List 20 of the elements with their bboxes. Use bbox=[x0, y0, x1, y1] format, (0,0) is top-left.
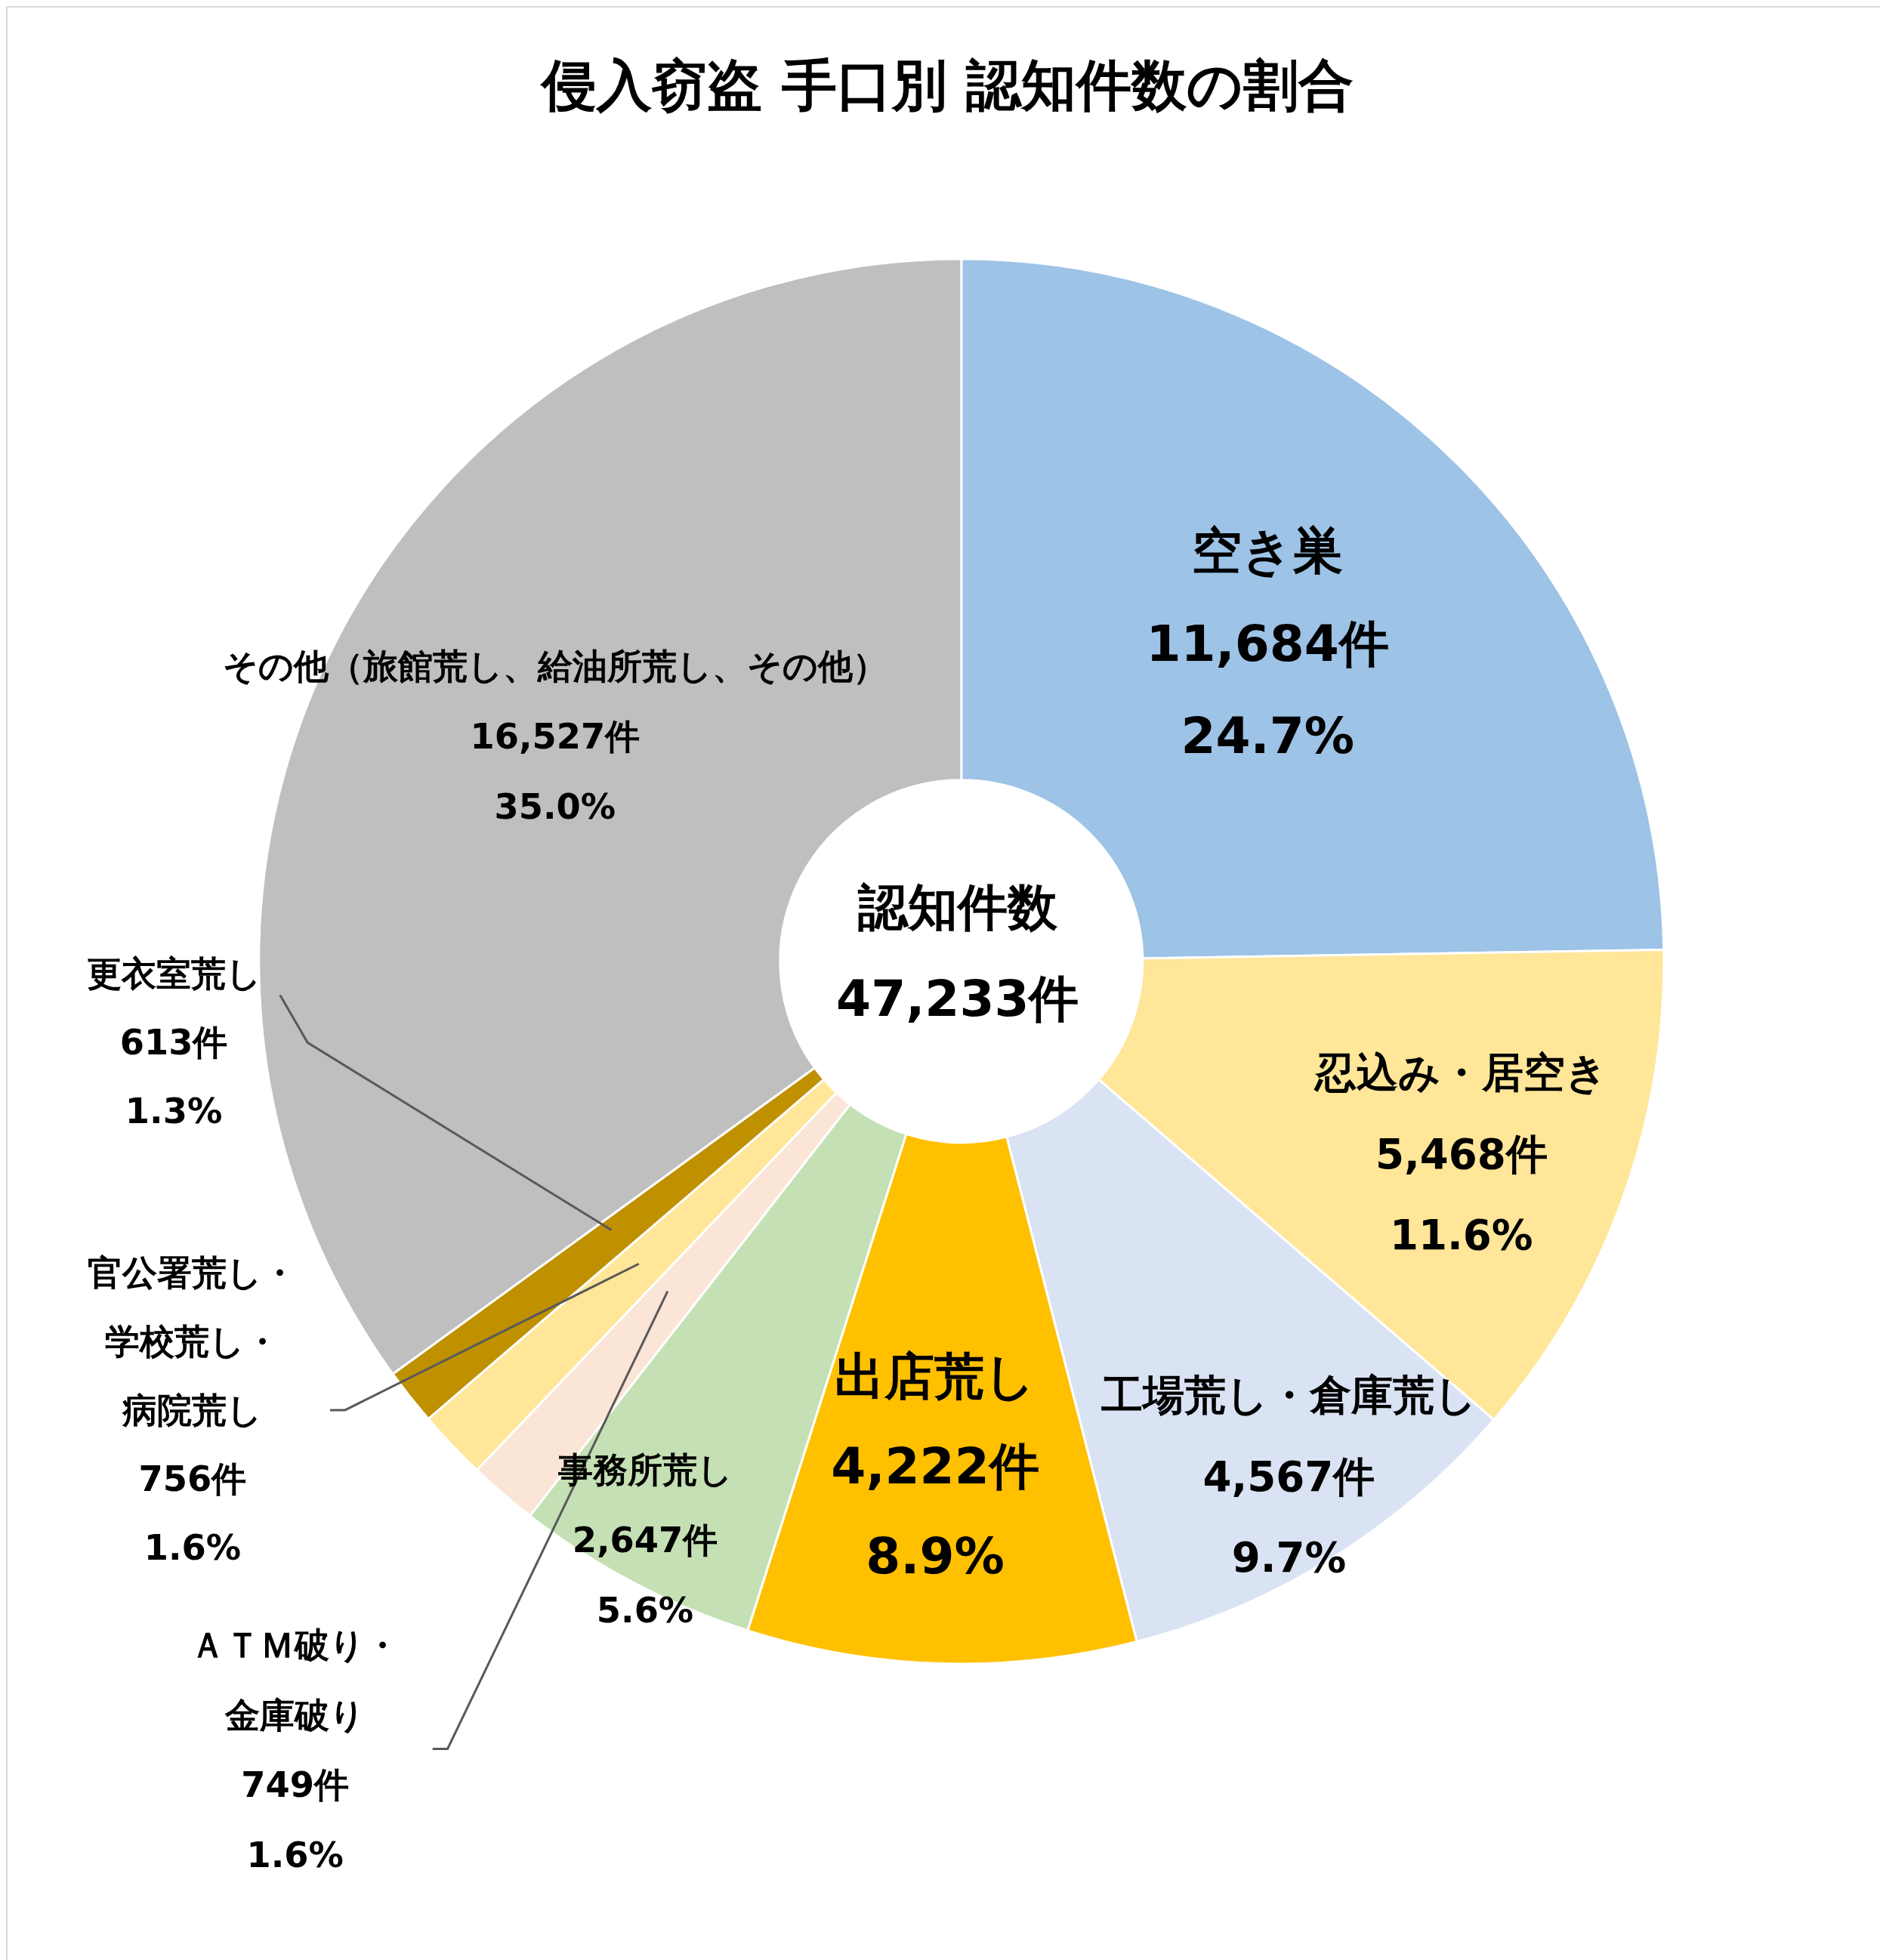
data-label: 2,647件 5.6% bbox=[572, 1520, 718, 1631]
data-label: 11,684件 24.7% bbox=[1146, 614, 1389, 766]
slice-label: 出店荒し bbox=[835, 1347, 1036, 1406]
data-label: 749件 1.6% bbox=[241, 1764, 350, 1876]
slice-label: 空き巣 bbox=[1192, 522, 1344, 581]
slice-label: その他（旅館荒し、給油所荒し、その他） bbox=[222, 646, 888, 687]
chart-title: 侵入窃盗 手口別 認知件数の割合 bbox=[539, 53, 1354, 118]
data-label: 16,527件 35.0% bbox=[470, 715, 641, 827]
slice-label: 忍込み・居空き bbox=[1314, 1048, 1608, 1097]
slice-label: ＡＴＭ破り・金庫破り bbox=[190, 1625, 400, 1736]
slice-label: 工場荒し・倉庫荒し bbox=[1101, 1371, 1477, 1420]
slice-label: 更衣室荒し bbox=[86, 953, 261, 995]
data-label: 613件 1.3% bbox=[119, 1022, 228, 1132]
data-label: 5,468件 11.6% bbox=[1375, 1129, 1548, 1260]
data-label: 4,222件 8.9% bbox=[831, 1437, 1039, 1586]
text: 認知件数 bbox=[857, 878, 1058, 937]
text: 47,233件 bbox=[836, 969, 1079, 1028]
slice-label: 官公署荒し・学校荒し・病院荒し bbox=[88, 1252, 298, 1431]
data-label: 4,567件 9.7% bbox=[1202, 1452, 1375, 1582]
data-label: 756件 1.6% bbox=[138, 1458, 247, 1568]
